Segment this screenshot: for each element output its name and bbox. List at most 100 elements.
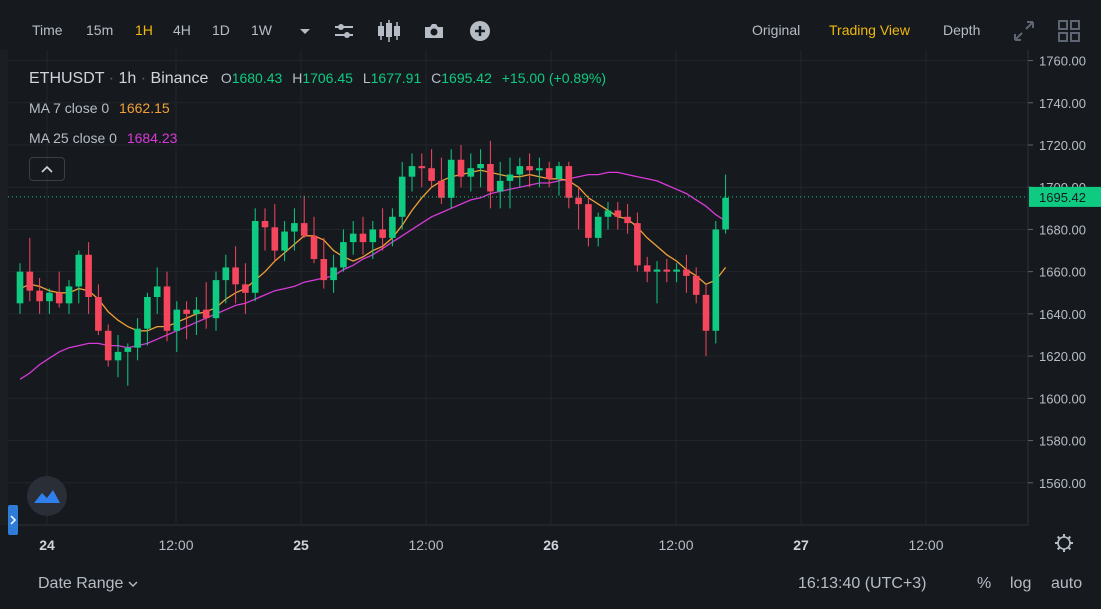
candle-body (673, 269, 680, 272)
candle-body (467, 168, 475, 177)
interval-dropdown-icon[interactable] (292, 18, 318, 44)
collapse-legend-button[interactable] (29, 157, 65, 181)
legend-c-label: C (431, 70, 442, 86)
candle-body (692, 275, 700, 295)
gear-tooth (1056, 535, 1061, 540)
candle-body (163, 286, 171, 331)
fullscreen-icon[interactable] (1011, 18, 1037, 44)
interval-15m[interactable]: 15m (86, 22, 114, 38)
screenshot-camera-icon[interactable] (421, 18, 447, 44)
candle-down (310, 216, 318, 264)
price-chart[interactable]: 1760.001740.001720.001700.001680.001660.… (0, 0, 1101, 560)
candle-body (565, 166, 573, 198)
auto-scale-button[interactable]: auto (1051, 575, 1083, 592)
candle-up (408, 153, 416, 192)
candle-body (55, 292, 63, 304)
candle-up (251, 208, 259, 302)
clock-timezone[interactable]: 16:13:40 (UTC+3) (798, 575, 927, 592)
candle-body (389, 216, 396, 238)
layout-grid-icon[interactable] (1056, 18, 1082, 44)
chart-type-candles-icon[interactable] (376, 18, 402, 44)
ma7-legend: MA 7 close 0 1662.15 (29, 100, 170, 116)
legend-high: 1706.45 (302, 70, 353, 86)
candle-up (153, 267, 161, 314)
interval-1w[interactable]: 1W (251, 22, 272, 38)
candle-down (457, 145, 465, 188)
view-trading-view[interactable]: Trading View (829, 22, 910, 38)
candle-up (712, 221, 720, 344)
candle-body (291, 223, 298, 232)
y-tick-label: 1620.00 (1039, 349, 1086, 364)
candle-body (134, 328, 141, 348)
candle-body (242, 284, 249, 293)
candle-body (340, 242, 347, 268)
y-tick-label: 1580.00 (1039, 434, 1086, 449)
candle-body (663, 269, 671, 272)
candle-up (477, 149, 484, 188)
percent-scale-button[interactable]: % (977, 575, 992, 592)
interval-1d[interactable]: 1D (212, 22, 230, 38)
candle-body (16, 271, 24, 304)
add-indicator-icon[interactable] (467, 18, 493, 44)
interval-1h[interactable]: 1H (135, 22, 153, 38)
candle-up (349, 221, 357, 255)
view-depth[interactable]: Depth (943, 22, 981, 38)
candle-body (95, 297, 102, 331)
legend-low: 1677.91 (370, 70, 422, 86)
settings-gear-icon[interactable] (1055, 534, 1073, 552)
candle-body (634, 223, 641, 266)
candle-up (516, 157, 524, 188)
candle-down (614, 202, 622, 230)
candle-up (134, 318, 141, 361)
candle-body (183, 309, 190, 314)
legend-change: +15.00 (+0.89%) (501, 70, 607, 86)
candle-up (389, 208, 396, 247)
y-axis: 1760.001740.001720.001700.001680.001660.… (1028, 54, 1086, 491)
ma25-label: MA 25 close 0 (29, 130, 117, 146)
ma25-legend: MA 25 close 0 1684.23 (29, 130, 177, 146)
candle-up (604, 202, 612, 230)
candle-body (330, 267, 337, 281)
candle-up (340, 229, 347, 272)
candle-down (300, 195, 308, 238)
candle-down (487, 140, 494, 209)
candle-down (575, 187, 582, 230)
candle-body (300, 223, 308, 236)
left-edge-strip (0, 50, 8, 525)
candle-body (438, 180, 445, 198)
candle-body (144, 297, 151, 329)
chart-grid (8, 50, 1029, 526)
candle-down (634, 212, 641, 272)
candle-down (692, 267, 700, 304)
x-tick-label: 27 (793, 537, 809, 553)
candle-down (428, 149, 435, 188)
side-panel-toggle[interactable] (8, 505, 18, 535)
candle-body (536, 168, 543, 171)
candle-up (65, 280, 73, 314)
x-tick-label: 24 (39, 537, 55, 553)
candle-down (242, 263, 249, 314)
candle-body (594, 216, 602, 238)
date-range-label: Date Range (38, 575, 124, 592)
date-range-button[interactable]: Date Range (38, 575, 138, 593)
bottom-bar: Date Range 16:13:40 (UTC+3) % log auto (0, 560, 1101, 609)
y-tick-label: 1660.00 (1039, 265, 1086, 280)
candle-down (95, 284, 102, 335)
candle-body (408, 166, 416, 177)
candle-up (281, 221, 288, 262)
ma25-value: 1684.23 (126, 130, 178, 146)
ma7-label: MA 7 close 0 (29, 100, 110, 116)
x-tick-label: 12:00 (408, 537, 443, 553)
x-tick-label: 25 (293, 537, 309, 553)
chevron-right-icon (10, 515, 17, 525)
candle-up (594, 212, 602, 247)
y-tick-label: 1640.00 (1039, 307, 1086, 322)
candle-body (359, 233, 367, 243)
interval-4h[interactable]: 4H (173, 22, 191, 38)
view-original[interactable]: Original (752, 22, 801, 38)
candle-up (124, 343, 132, 386)
log-scale-button[interactable]: log (1010, 575, 1032, 592)
candle-body (712, 229, 720, 331)
indicators-icon[interactable] (331, 18, 357, 44)
interval-time[interactable]: Time (32, 22, 63, 38)
